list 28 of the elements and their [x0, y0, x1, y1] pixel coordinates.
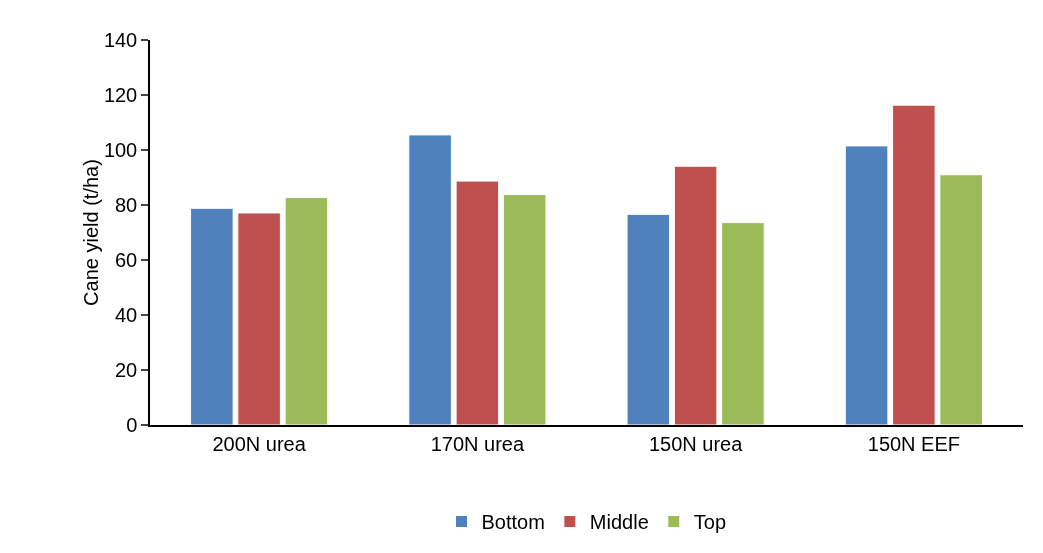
x-tick-label: 150N EEF: [867, 432, 961, 455]
y-tick-label: 40: [115, 304, 138, 326]
y-tick-label: 20: [115, 359, 138, 381]
bar: [408, 134, 452, 425]
bar: [626, 213, 671, 425]
bar: [892, 104, 936, 425]
bar: [939, 174, 983, 425]
y-tick-label: 0: [126, 414, 138, 436]
bar: [284, 197, 329, 425]
bar: [502, 194, 547, 425]
bar: [237, 212, 281, 425]
legend-label: Bottom: [481, 511, 545, 534]
bar: [455, 180, 500, 425]
bar: [190, 207, 234, 425]
y-tick-label: 60: [115, 249, 138, 271]
y-tick-label: 140: [103, 29, 138, 51]
y-axis-title: Cane yield (t/ha): [79, 159, 102, 306]
legend-label: Middle: [589, 511, 649, 534]
bar: [673, 165, 718, 425]
legend-label: Top: [693, 511, 727, 534]
x-tick-label: 200N urea: [212, 432, 307, 455]
x-tick-label: 170N urea: [430, 432, 525, 455]
bar: [844, 145, 889, 425]
x-tick-label: 150N urea: [648, 432, 744, 455]
y-tick-label: 120: [103, 84, 138, 106]
bar: [721, 222, 765, 425]
y-tick-label: 80: [115, 194, 138, 216]
y-tick-label: 100: [103, 139, 138, 161]
